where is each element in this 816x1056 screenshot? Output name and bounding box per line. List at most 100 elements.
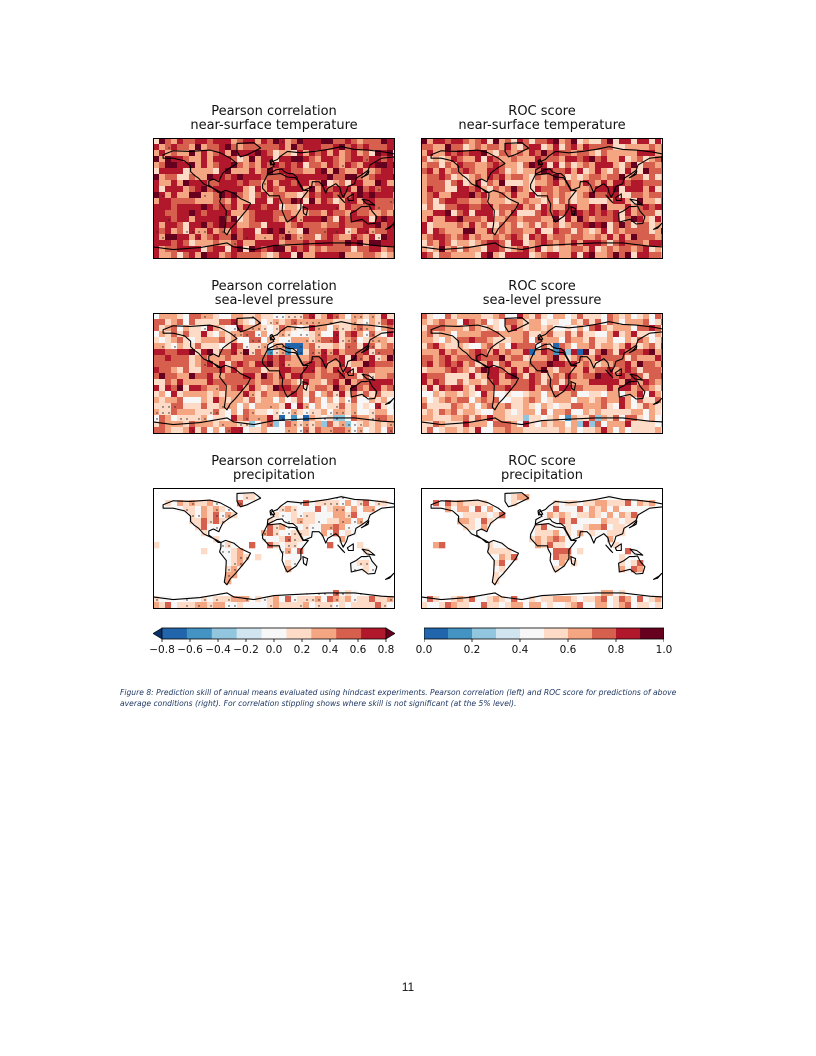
skill-cell	[589, 168, 596, 175]
skill-cell	[577, 234, 584, 241]
skill-cell	[387, 391, 394, 398]
skill-cell	[577, 198, 584, 205]
skill-cell	[315, 319, 322, 326]
skill-cell	[421, 415, 428, 422]
skill-cell	[607, 500, 614, 507]
skill-cell	[339, 252, 346, 259]
skill-cell	[439, 192, 446, 199]
skill-cell	[637, 252, 644, 259]
skill-cell	[273, 337, 280, 344]
skill-cell	[421, 168, 428, 175]
skill-cell	[171, 343, 178, 350]
stipple-dot	[204, 364, 206, 366]
skill-cell	[457, 186, 464, 193]
skill-cell	[363, 415, 370, 422]
skill-cell	[279, 373, 286, 380]
skill-cell	[309, 602, 316, 609]
skill-cell	[357, 234, 364, 241]
skill-cell	[339, 427, 346, 434]
skill-cell	[637, 385, 644, 392]
skill-cell	[327, 530, 334, 537]
skill-cell	[201, 602, 208, 609]
skill-cell	[219, 222, 226, 229]
skill-cell	[297, 361, 304, 368]
skill-cell	[231, 186, 238, 193]
skill-cell	[249, 337, 256, 344]
skill-cell	[213, 524, 220, 531]
skill-cell	[643, 228, 650, 235]
stipple-dot	[372, 352, 374, 354]
skill-cell	[433, 397, 440, 404]
skill-cell	[219, 518, 226, 525]
skill-cell	[183, 174, 190, 181]
coastline	[570, 556, 577, 566]
skill-cell	[439, 204, 446, 211]
skill-cell	[177, 216, 184, 223]
skill-cell	[451, 144, 458, 151]
skill-cell	[375, 331, 382, 338]
skill-cell	[493, 144, 500, 151]
skill-cell	[345, 216, 352, 223]
skill-cell	[219, 367, 226, 374]
skill-cell	[243, 162, 250, 169]
skill-cell	[297, 204, 304, 211]
skill-cell	[493, 566, 500, 573]
skill-cell	[327, 174, 334, 181]
skill-cell	[613, 421, 620, 428]
skill-cell	[511, 325, 518, 332]
skill-cell	[303, 391, 310, 398]
skill-cell	[553, 536, 560, 543]
coastline	[537, 158, 544, 166]
skill-cell	[291, 240, 298, 247]
skill-cell	[261, 313, 268, 320]
skill-cell	[291, 204, 298, 211]
skill-cell	[177, 602, 184, 609]
skill-cell	[261, 596, 268, 603]
skill-cell	[619, 192, 626, 199]
skill-cell	[577, 162, 584, 169]
skill-cell	[345, 228, 352, 235]
stipple-dot	[162, 412, 164, 414]
skill-cell	[207, 349, 214, 356]
skill-cell	[273, 240, 280, 247]
stipple-dot	[204, 195, 206, 197]
skill-cell	[297, 397, 304, 404]
coastlines	[421, 492, 663, 609]
skill-cell	[535, 415, 542, 422]
skill-cell	[541, 409, 548, 416]
skill-cell	[297, 512, 304, 519]
skill-cell	[577, 349, 584, 356]
skill-cell	[189, 337, 196, 344]
skill-cell	[619, 379, 626, 386]
skill-cell	[577, 325, 584, 332]
skill-cell	[309, 367, 316, 374]
skill-cell	[285, 415, 292, 422]
skill-cell	[475, 150, 482, 157]
skill-cell	[511, 168, 518, 175]
skill-cell	[297, 367, 304, 374]
skill-cell	[195, 150, 202, 157]
skill-cell	[195, 192, 202, 199]
skill-cell	[577, 204, 584, 211]
skill-cell	[327, 325, 334, 332]
skill-cell	[457, 512, 464, 519]
stipple-dot	[360, 358, 362, 360]
skill-cell	[333, 325, 340, 332]
skill-cell	[445, 349, 452, 356]
skill-cell	[153, 216, 160, 223]
skill-cell	[153, 162, 160, 169]
skill-cell	[249, 138, 256, 145]
skill-cell	[625, 349, 632, 356]
skill-cell	[565, 361, 572, 368]
skill-cell	[493, 409, 500, 416]
skill-cell	[309, 373, 316, 380]
skill-cell	[345, 421, 352, 428]
skill-cell	[321, 367, 328, 374]
stipple-dot	[216, 412, 218, 414]
skill-cell	[637, 427, 644, 434]
skill-cell	[351, 518, 358, 525]
skill-cell	[559, 186, 566, 193]
stipple-dot	[354, 424, 356, 426]
skill-cell	[475, 500, 482, 507]
skill-cell	[321, 168, 328, 175]
